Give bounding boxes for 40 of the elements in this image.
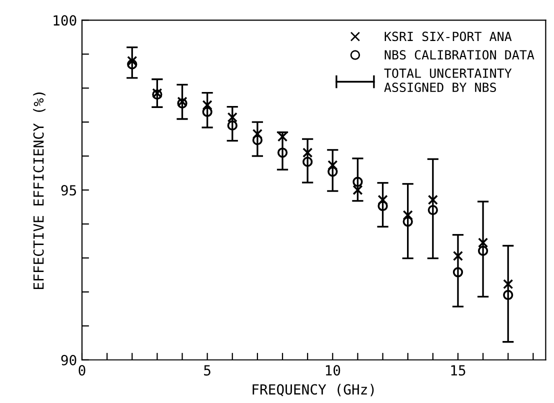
point xyxy=(452,250,464,261)
x-tick-label: 0 xyxy=(78,365,86,376)
point xyxy=(378,194,388,205)
point xyxy=(252,135,263,146)
legend-label: KSRI SIX-PORT ANA xyxy=(384,32,512,42)
point xyxy=(277,148,288,158)
point xyxy=(227,120,238,131)
point xyxy=(127,59,138,70)
point xyxy=(428,204,438,216)
point xyxy=(302,156,313,167)
y-tick-label: 100 xyxy=(54,15,76,26)
point xyxy=(402,216,413,227)
point xyxy=(378,200,388,212)
point xyxy=(302,148,313,158)
point xyxy=(503,279,514,290)
point xyxy=(127,56,138,66)
x-tick-label: 5 xyxy=(204,365,210,376)
annotation: TOTAL UNCERTAINTY ASSIGNED BY NBS xyxy=(384,68,512,92)
point xyxy=(328,160,338,170)
point xyxy=(328,166,338,177)
y-tick-label: 90 xyxy=(61,354,76,366)
point xyxy=(478,238,488,248)
point xyxy=(202,100,212,110)
x-tick-label: 10 xyxy=(326,365,340,376)
point xyxy=(478,246,488,256)
x-axis-title: FREQUENCY (GHz) xyxy=(252,384,374,396)
point xyxy=(503,290,514,300)
point xyxy=(227,112,238,122)
point xyxy=(428,194,438,205)
point xyxy=(277,132,288,142)
point xyxy=(402,210,413,220)
y-axis-title: EFFECTIVE EFFICIENCY (%) xyxy=(33,92,46,290)
y-tick-label: 95 xyxy=(61,185,76,196)
legend-label: NBS CALIBRATION DATA xyxy=(384,50,534,60)
point xyxy=(252,128,263,140)
point xyxy=(352,184,363,196)
x-tick-label: 15 xyxy=(451,365,466,376)
point xyxy=(452,267,464,278)
point xyxy=(352,176,363,187)
point xyxy=(202,106,212,117)
